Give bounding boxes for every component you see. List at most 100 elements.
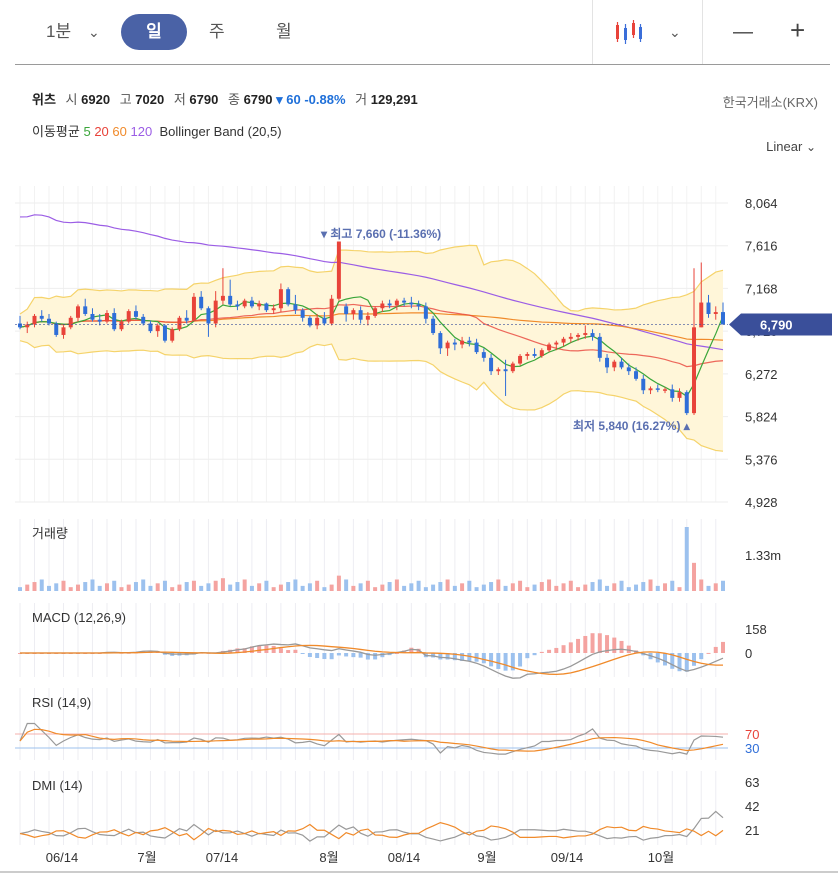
- candle-body: [293, 304, 298, 311]
- candle-body: [692, 327, 697, 414]
- volume-bar: [663, 583, 668, 591]
- volume-bar: [547, 579, 552, 591]
- high-price: 7020: [135, 92, 165, 107]
- scale-selector[interactable]: Linear ⌄: [766, 139, 816, 154]
- candle-body: [452, 342, 457, 345]
- rsi-tick-label: 30: [745, 741, 759, 756]
- volume-bar: [648, 579, 653, 591]
- candle-body: [684, 392, 689, 414]
- macd-histogram-bar: [438, 653, 443, 660]
- macd-histogram-bar: [489, 653, 494, 667]
- macd-label: MACD (12,26,9): [32, 610, 126, 625]
- volume-bar: [177, 584, 182, 591]
- macd-histogram-bar: [162, 653, 167, 655]
- volume-bar: [394, 579, 399, 591]
- macd-histogram-bar: [619, 640, 624, 653]
- volume-panel: [15, 519, 728, 591]
- macd-tick-label: 0: [745, 646, 752, 661]
- macd-histogram-bar: [416, 648, 421, 653]
- zoom-in-button[interactable]: +: [790, 15, 806, 45]
- chart-type-chevron-icon[interactable]: ⌄: [669, 24, 681, 40]
- timeframe-week[interactable]: 주: [209, 22, 225, 41]
- volume-bar: [532, 584, 537, 591]
- candle-body: [235, 304, 240, 307]
- candle-body: [663, 389, 668, 391]
- price-tick-label: 6,272: [745, 367, 778, 382]
- x-axis-label: 9월: [477, 850, 496, 865]
- volume-bar: [300, 585, 305, 591]
- candle-body: [641, 378, 646, 391]
- macd-histogram-bar: [394, 652, 399, 654]
- timeframe-day[interactable]: 일: [121, 14, 187, 50]
- candle-body: [489, 357, 494, 372]
- candle-body: [721, 312, 725, 325]
- candle-body: [336, 241, 341, 299]
- chevron-down-icon[interactable]: ⌄: [88, 24, 100, 40]
- macd-histogram-bar: [699, 653, 704, 660]
- candle-body: [155, 325, 160, 332]
- macd-histogram-bar: [322, 653, 327, 660]
- rsi-tick-label: 70: [745, 727, 759, 742]
- candle-body: [518, 355, 523, 364]
- volume-bar: [402, 585, 407, 591]
- macd-histogram-bar: [351, 653, 356, 658]
- macd-histogram-bar: [271, 645, 276, 653]
- volume-bar: [358, 583, 363, 591]
- candle-body: [141, 316, 146, 324]
- candle-body: [133, 311, 138, 317]
- timeframe-1min[interactable]: 1분: [46, 22, 72, 41]
- candle-body: [213, 300, 218, 324]
- macd-panel: [15, 603, 728, 677]
- volume-bar: [489, 582, 494, 591]
- volume-bar: [344, 579, 349, 591]
- candle-body: [322, 317, 327, 324]
- volume-bar: [438, 582, 443, 591]
- candle-body: [228, 295, 233, 305]
- candle-body: [619, 361, 624, 368]
- volume-bar: [329, 584, 334, 591]
- volume-bar: [351, 585, 356, 591]
- volume-bar: [119, 587, 124, 591]
- volume-bar: [54, 583, 59, 591]
- macd-histogram-bar: [249, 646, 254, 653]
- macd-histogram-bar: [344, 653, 349, 657]
- macd-histogram-bar: [315, 653, 320, 659]
- divider: [15, 64, 830, 65]
- zoom-out-button[interactable]: —: [733, 21, 753, 43]
- candlestick-type-icon[interactable]: [612, 14, 646, 50]
- volume-bar: [684, 527, 689, 591]
- ma-5-line: [19, 296, 724, 398]
- candle-body: [539, 350, 544, 356]
- candle-body: [583, 333, 588, 335]
- macd-histogram-bar: [518, 653, 523, 667]
- x-axis-label: 06/14: [46, 850, 79, 865]
- candle-body: [358, 310, 363, 320]
- x-axis-label: 08/14: [388, 850, 421, 865]
- candle-body: [18, 323, 22, 328]
- macd-histogram-bar: [605, 635, 610, 653]
- candle-body: [46, 318, 51, 324]
- macd-histogram-bar: [242, 648, 247, 653]
- candle-body: [300, 310, 305, 318]
- volume-bar: [706, 585, 711, 591]
- volume-bar: [249, 585, 254, 591]
- moving-average-legend[interactable]: 이동평균 5 20 60 120 Bollinger Band (20,5): [32, 124, 282, 139]
- volume-bar: [170, 587, 175, 591]
- candle-body: [278, 289, 283, 309]
- macd-histogram-bar: [677, 653, 682, 672]
- candle-body: [25, 324, 30, 328]
- candle-body: [590, 333, 595, 337]
- timeframe-month[interactable]: 월: [276, 22, 292, 41]
- candle-body: [423, 306, 428, 319]
- volume-bar: [75, 584, 80, 591]
- dmi-tick-label: 42: [745, 799, 759, 814]
- macd-histogram-bar: [597, 633, 602, 653]
- candle-body: [402, 300, 407, 303]
- open-price: 6920: [81, 92, 111, 107]
- volume-bar: [191, 580, 196, 591]
- candle-body: [61, 327, 66, 335]
- x-axis-label: 07/14: [206, 850, 239, 865]
- volume-bar: [416, 580, 421, 591]
- high-marker: ▾ 최고 7,660 (-11.36%): [320, 226, 441, 241]
